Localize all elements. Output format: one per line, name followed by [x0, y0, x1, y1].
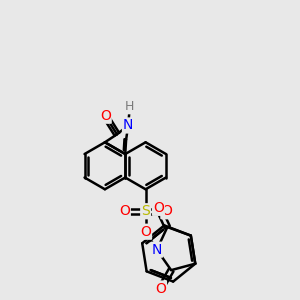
Text: O: O	[153, 201, 164, 215]
Text: O: O	[161, 204, 172, 218]
Text: H: H	[125, 100, 134, 113]
Text: N: N	[152, 243, 162, 257]
Text: O: O	[155, 281, 166, 296]
Text: O: O	[100, 109, 111, 123]
Text: S: S	[141, 204, 150, 218]
Text: N: N	[123, 118, 134, 133]
Text: O: O	[140, 225, 151, 239]
Text: O: O	[119, 204, 130, 218]
